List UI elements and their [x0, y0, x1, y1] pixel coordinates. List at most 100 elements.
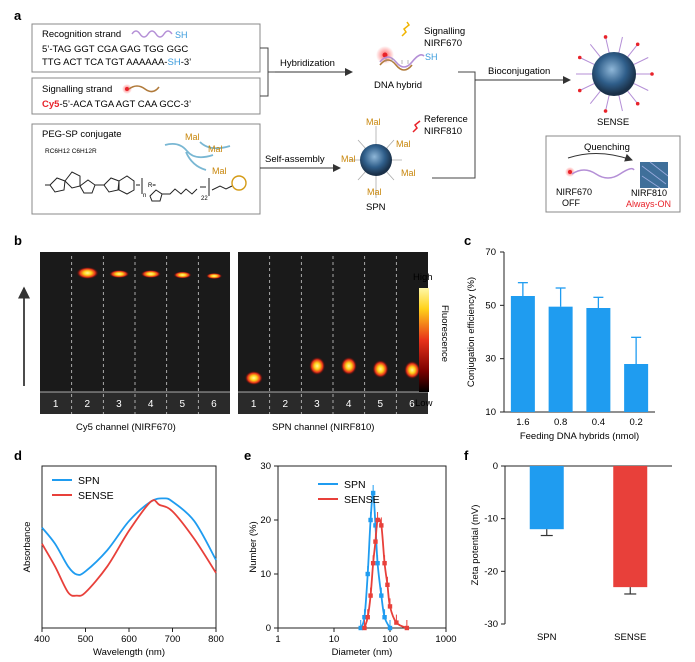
colorbar-title: Fluorescence [439, 305, 450, 362]
series-line-sense [41, 499, 217, 597]
y-axis-label: Absorbance [22, 522, 33, 573]
sense-arm [589, 90, 601, 105]
peg-mal-1: Mal [185, 132, 200, 142]
bar [613, 466, 648, 588]
maleimide-ring [231, 175, 247, 191]
x-axis-label: Wavelength (nm) [93, 647, 165, 658]
sense-arm [618, 95, 623, 112]
signalling-emission-icon [401, 21, 411, 37]
fluorescence-band [244, 371, 263, 385]
signalling-title: Signalling strand [42, 84, 112, 95]
reference-emission-icon [412, 120, 421, 133]
lane-number: 6 [409, 399, 415, 410]
panel-b-label: b [14, 233, 22, 248]
sense-dye [603, 109, 608, 113]
sense-dye [635, 42, 640, 47]
sense-arm [589, 43, 601, 58]
bioconjugation-label: Bioconjugation [488, 66, 550, 77]
sense-particle [576, 35, 654, 113]
bar [548, 306, 573, 412]
chem-r: R= [148, 183, 156, 189]
sense-arm [618, 36, 623, 53]
sense-arm [627, 90, 639, 105]
chart-f: 0 -10 -20 -30 SPN SENSE Zeta potential (mV) [470, 461, 672, 643]
fluorescence-band [76, 267, 99, 279]
sense-label: SENSE [597, 117, 629, 128]
nirf810-on-1: NIRF810 [631, 188, 667, 198]
x-tick-label: 700 [165, 634, 181, 645]
y-tick-label: -20 [484, 566, 498, 577]
sense-dye [603, 35, 608, 39]
self-assembly-label: Self-assembly [265, 154, 325, 165]
signalling-strand-line [128, 85, 160, 93]
hybrid-rungs [385, 58, 409, 64]
sense-arm [605, 36, 610, 53]
recognition-seq1: 5’-TAG GGT CGA GAG TGG GGC [42, 44, 188, 55]
signalling-text: Signalling [424, 26, 465, 37]
lane-number: 6 [211, 399, 217, 410]
bar [510, 296, 535, 412]
cy5-caption: Cy5 channel (NIRF670) [76, 422, 176, 433]
peg-chains [164, 141, 231, 171]
hybrid-strand-a [379, 54, 425, 68]
quenching-box [545, 135, 681, 213]
y-axis-label: Conjugation efficiency (%) [466, 277, 477, 387]
gel-cy5: 1 2 3 4 5 6 [40, 252, 230, 414]
panel-c-label: c [464, 233, 471, 248]
chart-c: 10 30 50 70 1.6 0.8 0.4 0.2 Feeding DNA hybrids … [466, 247, 655, 442]
x-tick-label: 800 [208, 634, 224, 645]
legend-label: SENSE [78, 490, 114, 502]
sense-arm [633, 83, 649, 91]
sense-arm [627, 43, 639, 58]
panel-f-label: f [464, 448, 469, 463]
lane-number: 5 [378, 399, 384, 410]
y-axis-label: Number (%) [248, 521, 259, 572]
chart-e: 0 10 20 30 1 10 100 1000 SPN SENSE Diameter (nm) Nu… [248, 461, 457, 658]
x-axis-label: Feeding DNA hybrids (nmol) [520, 431, 639, 442]
y-tick-label: 0 [266, 623, 271, 634]
hybrid-strand-b [379, 59, 413, 71]
x-tick-label: 0.2 [630, 417, 643, 428]
fluorescence-band [340, 357, 357, 375]
y-tick-label: 0 [493, 461, 498, 472]
recognition-seq2: TTG ACT TCA TGT AAAAAA-SH-3’ [42, 57, 191, 68]
gel-spn: 1 2 3 4 5 6 [238, 252, 428, 414]
spn-particle [350, 126, 402, 198]
colorbar-high: High [413, 272, 433, 283]
data-point [368, 593, 373, 598]
bar [624, 364, 649, 412]
fluorescence-band [372, 360, 389, 378]
lane-number: 4 [148, 399, 154, 410]
recognition-title: Recognition strand [42, 29, 121, 40]
y-tick-label: 10 [485, 407, 496, 418]
lane-number: 3 [314, 399, 320, 410]
chem-n: n [143, 193, 146, 199]
nirf670-off-2: OFF [562, 198, 580, 208]
fluorescence-band [404, 361, 421, 379]
quench-surface-texture [641, 161, 669, 189]
y-tick-label: 70 [485, 247, 496, 258]
fluorescence-band [173, 271, 192, 279]
y-tick-label: 50 [485, 300, 496, 311]
sense-dye [650, 72, 654, 76]
gel-background [238, 252, 428, 414]
quench-dye [568, 170, 572, 174]
panel-e-label: e [244, 448, 251, 463]
hybrid-dye [382, 52, 388, 58]
x-tick-label: 1 [275, 634, 280, 645]
sense-dye [577, 88, 582, 93]
series-line-spn [41, 497, 217, 576]
y-tick-label: 30 [260, 461, 271, 472]
data-point [379, 593, 384, 598]
lane-number: 5 [180, 399, 186, 410]
nirf670-text: NIRF670 [424, 38, 462, 49]
peg-mal-3: Mal [212, 166, 227, 176]
x-tick-label: 1000 [435, 634, 456, 645]
nirf670-off-1: NIRF670 [556, 187, 592, 197]
y-tick-label: 10 [260, 569, 271, 580]
spn-mal-right: Mal [396, 139, 411, 149]
chem-22: 22 [201, 196, 208, 202]
quenching-label: Quenching [584, 142, 630, 153]
